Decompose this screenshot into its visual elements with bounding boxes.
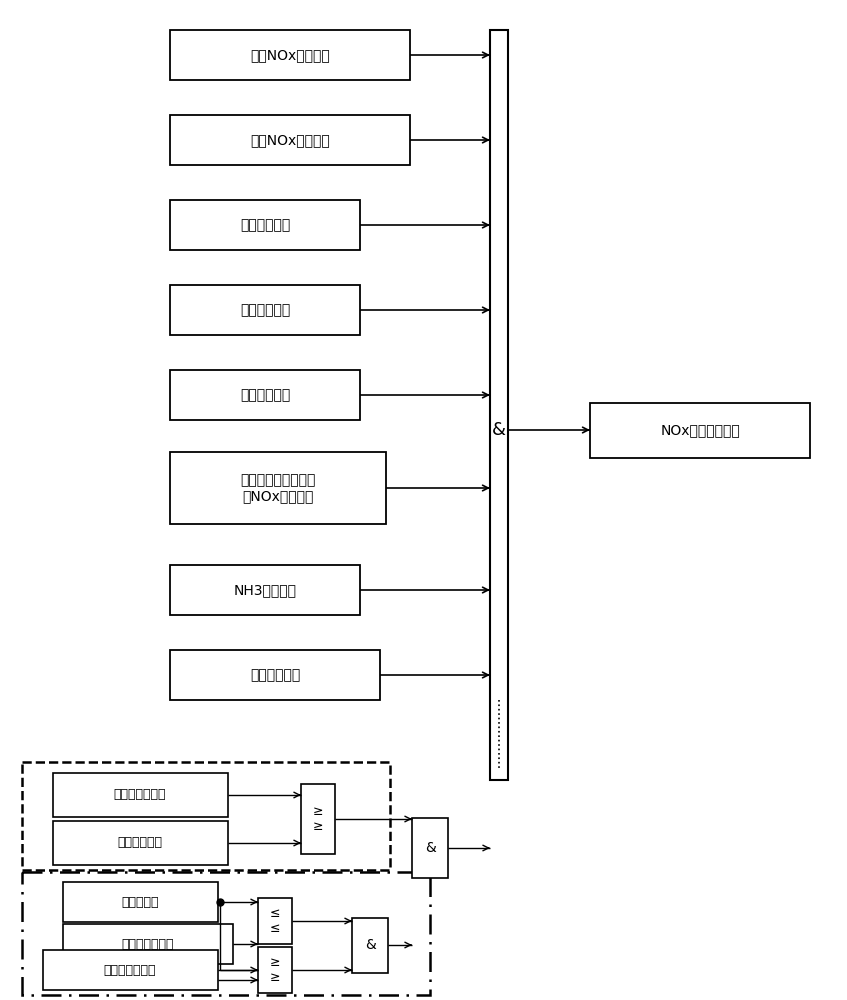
Text: 当前碳氢水平: 当前碳氢水平 — [250, 668, 300, 682]
Text: 瞬态因子计算值: 瞬态因子计算值 — [113, 788, 166, 802]
Bar — [22, 872, 430, 995]
Text: ≤
≤: ≤ ≤ — [269, 907, 280, 935]
Bar — [53, 773, 228, 817]
Bar — [170, 565, 360, 615]
Bar — [490, 30, 508, 780]
Text: ≥
≥: ≥ ≥ — [269, 956, 280, 984]
Bar — [63, 924, 233, 964]
Text: 发动机水温上限: 发动机水温上限 — [122, 938, 174, 950]
Bar — [53, 821, 228, 865]
Bar — [170, 200, 360, 250]
Text: 环境压力状态: 环境压力状态 — [240, 303, 291, 317]
Text: 环境温度状态: 环境温度状态 — [240, 388, 291, 402]
Text: &: & — [424, 841, 435, 855]
Bar — [170, 115, 410, 165]
Text: 发动机水温: 发动机水温 — [121, 896, 158, 908]
Bar — [170, 370, 360, 420]
Text: ≥
≥: ≥ ≥ — [313, 805, 324, 833]
Bar — [42, 950, 218, 990]
Text: &: & — [364, 938, 375, 952]
Bar — [590, 402, 810, 458]
Bar — [258, 947, 292, 993]
Text: 系统当前存在故障禁
止NOx监测放行: 系统当前存在故障禁 止NOx监测放行 — [241, 473, 316, 503]
Bar — [412, 818, 448, 878]
Bar — [170, 30, 410, 80]
Text: NOx排放监测放行: NOx排放监测放行 — [660, 423, 740, 437]
Text: 上游NOx信号状态: 上游NOx信号状态 — [250, 48, 329, 62]
Bar — [63, 882, 218, 922]
Text: 发动机水温下限: 发动机水温下限 — [103, 964, 156, 976]
Bar — [170, 285, 360, 335]
Text: 下游NOx信号状态: 下游NOx信号状态 — [250, 133, 329, 147]
Bar — [258, 898, 292, 944]
Bar — [352, 918, 388, 972]
Text: &: & — [492, 421, 506, 439]
Bar — [301, 784, 335, 854]
Bar — [170, 452, 386, 524]
Text: 尿素喷射状态: 尿素喷射状态 — [240, 218, 291, 232]
Bar — [170, 650, 380, 700]
Bar — [22, 762, 390, 870]
Text: 瞬态因子下限: 瞬态因子下限 — [118, 836, 163, 850]
Text: NH3存储水平: NH3存储水平 — [234, 583, 296, 597]
